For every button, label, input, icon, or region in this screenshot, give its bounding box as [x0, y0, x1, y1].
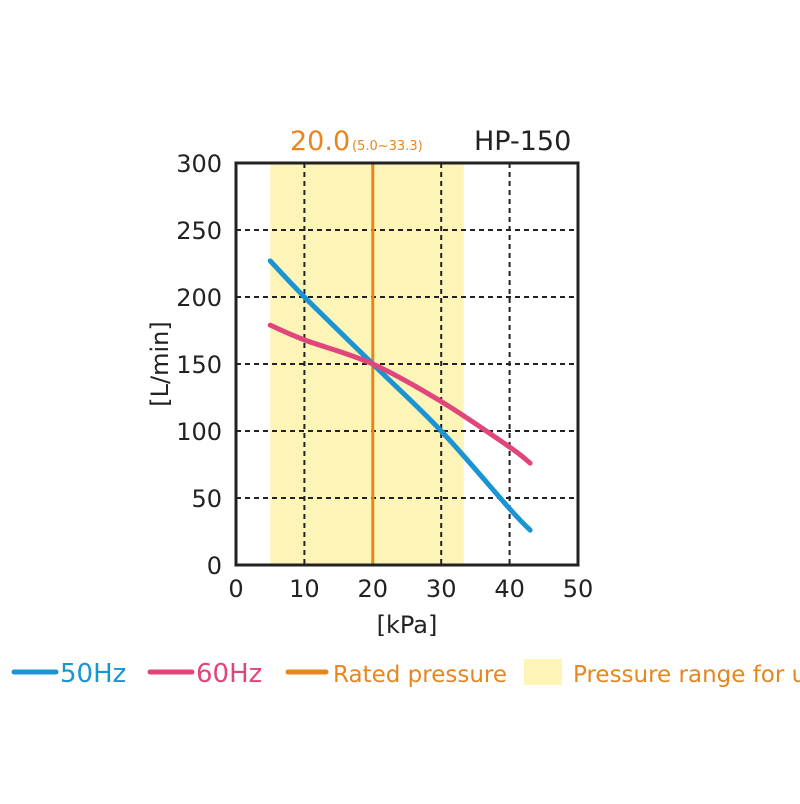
y-tick-label: 300: [176, 150, 222, 178]
y-tick-label: 50: [191, 485, 222, 513]
series-line-50hz: [267, 258, 533, 533]
y-tick-label: 100: [176, 418, 222, 446]
legend-label: 50Hz: [60, 659, 126, 689]
x-axis-label: [kPa]: [377, 611, 438, 639]
y-tick-label: 200: [176, 284, 222, 312]
y-tick-label: 150: [176, 351, 222, 379]
legend-label: 60Hz: [196, 659, 262, 689]
x-tick-label: 10: [289, 575, 320, 603]
plot-frame: [234, 161, 580, 567]
x-tick-label: 0: [228, 575, 243, 603]
legend-swatch: [524, 659, 562, 685]
y-axis-label: [L/min]: [146, 321, 174, 406]
x-tick-label: 30: [426, 575, 457, 603]
x-tick-label: 50: [563, 575, 594, 603]
y-tick-label: 0: [207, 552, 222, 580]
series-line-60hz: [267, 322, 533, 466]
x-tick-label: 20: [358, 575, 389, 603]
legend-label: Rated pressure: [333, 662, 507, 688]
legend-label: Pressure range for use: [573, 662, 800, 688]
pressure-range-label: (5.0~33.3): [352, 139, 423, 154]
chart-title: HP-150: [474, 126, 571, 157]
rated-pressure-value: 20.0: [290, 126, 350, 157]
y-tick-label: 250: [176, 217, 222, 245]
x-tick-label: 40: [494, 575, 525, 603]
